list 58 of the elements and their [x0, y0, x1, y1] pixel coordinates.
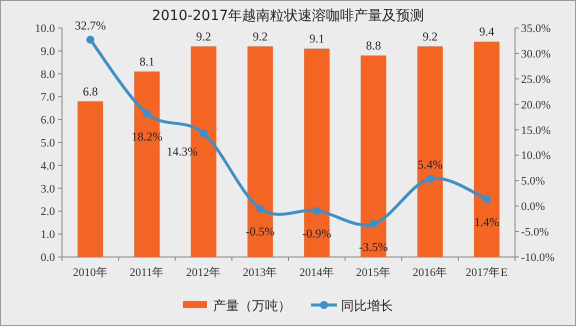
point: [142, 109, 151, 118]
bar: [360, 55, 386, 257]
data-label: 8.8: [366, 38, 381, 52]
data-label: 9.2: [252, 29, 268, 44]
data-label: 8.1: [139, 54, 154, 69]
x-tick-label: 2011年: [130, 266, 164, 279]
y-tick-label: 3.0: [40, 183, 56, 196]
point: [482, 194, 491, 203]
x-tick-label: 2010年: [72, 266, 108, 279]
chart-title: 2010-2017年越南粒状速溶咖啡产量及预测: [152, 8, 424, 24]
point: [256, 204, 264, 213]
point: [86, 36, 94, 44]
y2-tick-label: 25.0%: [521, 74, 552, 86]
y-tick-label: 1.0: [40, 229, 56, 242]
y-tick-label: 5.0: [40, 138, 56, 150]
bar: [304, 48, 330, 257]
data-label: 5.4%: [418, 158, 443, 172]
data-label: 9.4: [479, 24, 494, 39]
bar: [134, 72, 160, 257]
data-label: 9.2: [196, 29, 212, 44]
y2-tick-label: -5.0%: [521, 226, 550, 239]
y-tick-label: 9.0: [40, 46, 56, 58]
point: [312, 206, 321, 215]
bar: [417, 46, 443, 257]
y2-tick-label: 30.0%: [521, 48, 552, 60]
point: [369, 220, 378, 228]
x-tick-label: 2012年: [186, 266, 222, 279]
y-tick-label: 10.0: [34, 23, 56, 35]
point: [200, 129, 208, 138]
y-tick-label: 0.0: [40, 252, 56, 264]
y-tick-label: 7.0: [40, 92, 56, 104]
x-tick-label: 2017年E: [466, 266, 508, 279]
data-label: 9.1: [309, 32, 324, 46]
legend-label: 产量（万吨）: [213, 299, 291, 314]
y2-tick-label: -10.0%: [521, 252, 555, 264]
data-label: 1.4%: [474, 214, 500, 229]
y-tick-label: 2.0: [40, 206, 56, 218]
data-label: 32.7%: [74, 18, 106, 33]
y2-tick-label: 0.0%: [521, 201, 546, 214]
y-tick-label: 4.0: [40, 160, 56, 172]
bar: [247, 46, 273, 257]
y2-tick-label: 35.0%: [521, 23, 552, 35]
y2-tick-label: 10.0%: [521, 150, 552, 162]
bar: [78, 101, 104, 257]
point: [426, 174, 434, 183]
x-tick-label: 2015年: [356, 266, 391, 279]
y-tick-label: 8.0: [40, 68, 56, 81]
y2-tick-label: 5.0%: [521, 176, 546, 188]
x-tick-label: 2014年: [299, 266, 334, 279]
data-label: 6.8: [82, 84, 98, 98]
legend-label: 同比增长: [341, 299, 393, 314]
bar: [474, 42, 500, 257]
y2-tick-label: 15.0%: [521, 124, 552, 137]
y-tick-label: 6.0: [40, 114, 56, 127]
x-tick-label: 2016年: [412, 266, 448, 279]
x-tick-label: 2013年: [242, 266, 278, 279]
data-label: 9.2: [422, 29, 438, 44]
y2-tick-label: 20.0%: [521, 99, 552, 112]
